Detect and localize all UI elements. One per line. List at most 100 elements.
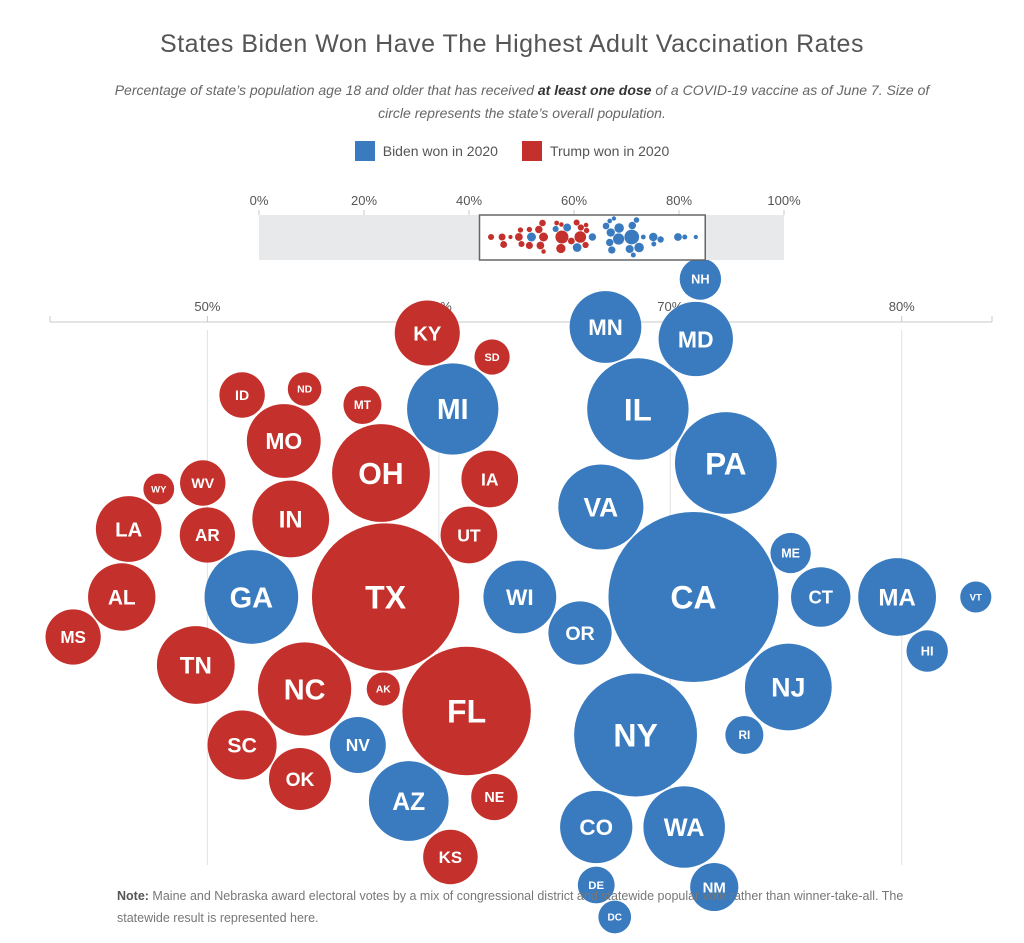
state-label-tn: TN xyxy=(180,653,212,680)
state-label-ut: UT xyxy=(457,525,481,545)
state-label-or: OR xyxy=(565,623,594,645)
state-label-ky: KY xyxy=(413,323,442,345)
state-bubble-ky xyxy=(394,300,460,366)
overview-dot-ak xyxy=(559,222,564,227)
state-label-nh: NH xyxy=(691,272,709,287)
overview-dot-ri xyxy=(640,234,646,240)
subtitle-part1: Percentage of state’s population age 18 … xyxy=(114,82,538,98)
note-label: Note: xyxy=(117,889,149,903)
state-bubble-ia xyxy=(461,450,519,508)
overview-dot-wi xyxy=(588,233,597,241)
state-bubble-wi xyxy=(483,560,557,634)
state-bubble-or xyxy=(548,601,612,665)
state-bubble-ny xyxy=(574,673,698,797)
bubble-group: CA TX FL NY PA IL OH GA NC MI NJ VA WA AZ MA TN IN MD MO WI… xyxy=(45,258,992,934)
overview-tick-label: 80% xyxy=(666,193,692,208)
state-bubble-sc xyxy=(207,710,277,780)
overview-dot-mi xyxy=(572,243,582,252)
state-bubble-dc xyxy=(598,900,632,934)
state-label-ak: AK xyxy=(376,685,391,696)
overview-dot-group xyxy=(488,216,698,258)
state-label-wy: WY xyxy=(151,484,167,495)
overview-dot-oh xyxy=(556,243,566,254)
state-bubble-pa xyxy=(674,412,777,514)
overview-dot-md xyxy=(628,221,637,230)
state-bubble-nc xyxy=(257,642,352,736)
overview-dot-in xyxy=(536,241,545,250)
overview-dot-il xyxy=(614,223,624,233)
overview-dot-sc xyxy=(525,241,533,250)
state-label-ri: RI xyxy=(738,728,750,742)
subtitle-part2: of a COVID-19 vaccine as of June 7. Size… xyxy=(378,82,930,121)
overview-dot-tx xyxy=(555,230,569,244)
state-label-sd: SD xyxy=(484,352,499,364)
state-bubble-ms xyxy=(45,609,101,665)
state-bubble-nj xyxy=(744,643,832,731)
state-label-ny: NY xyxy=(613,718,657,754)
overview-dot-nm xyxy=(633,217,640,223)
overview-dot-id xyxy=(526,226,533,233)
state-label-dc: DC xyxy=(607,913,622,924)
overview-dot-vt xyxy=(693,234,698,240)
state-label-vt: VT xyxy=(970,592,982,603)
state-bubble-wy xyxy=(143,473,175,505)
overview-dot-ct xyxy=(657,236,664,243)
overview-dot-mn xyxy=(608,246,616,254)
overview-dot-ia xyxy=(582,241,589,249)
state-bubble-ks xyxy=(423,829,478,885)
overview-dot-pa xyxy=(634,242,644,253)
state-label-wv: WV xyxy=(191,475,214,491)
state-label-me: ME xyxy=(781,547,800,561)
state-bubble-nv xyxy=(329,717,386,773)
overview-dot-ks xyxy=(573,219,580,226)
state-label-ks: KS xyxy=(439,848,462,867)
overview-dot-ga xyxy=(526,232,536,242)
state-bubble-oh xyxy=(332,424,430,522)
state-bubble-ne xyxy=(471,773,518,821)
state-bubble-az xyxy=(368,761,449,841)
overview-dot-wa xyxy=(625,244,634,254)
state-bubble-mn xyxy=(569,291,642,363)
overview-dot-al xyxy=(498,233,506,241)
state-bubble-mo xyxy=(246,404,321,478)
overview-dot-nv xyxy=(552,225,559,233)
overview-tick-label: 0% xyxy=(250,193,269,208)
state-bubble-hi xyxy=(906,630,948,672)
state-bubble-ga xyxy=(204,550,299,644)
overview-dot-de xyxy=(607,218,613,224)
legend-item-biden: Biden won in 2020 xyxy=(354,141,498,161)
state-label-la: LA xyxy=(115,519,142,541)
state-bubble-de xyxy=(577,866,615,904)
chart-note: Note: Maine and Nebraska award electoral… xyxy=(117,885,917,929)
legend-swatch-biden xyxy=(354,141,375,161)
overview-dot-ok xyxy=(539,219,546,227)
overview-dot-ny xyxy=(613,233,625,245)
state-label-ne: NE xyxy=(484,790,504,806)
state-label-oh: OH xyxy=(358,458,403,491)
state-label-ca: CA xyxy=(670,580,716,616)
state-bubble-co xyxy=(560,790,633,864)
state-label-co: CO xyxy=(579,815,613,840)
state-label-tx: TX xyxy=(365,580,407,616)
state-label-ct: CT xyxy=(808,587,833,608)
state-bubble-il xyxy=(587,358,689,460)
state-bubble-al xyxy=(88,563,156,631)
overview-dot-mt xyxy=(554,220,560,226)
overview-dot-ky xyxy=(567,237,575,245)
overview-dot-or xyxy=(602,222,610,230)
state-label-mi: MI xyxy=(437,393,468,425)
state-label-mn: MN xyxy=(588,315,623,340)
state-bubble-ma xyxy=(858,558,937,636)
state-label-hi: HI xyxy=(921,644,934,659)
overview-dot-mo xyxy=(535,225,543,234)
state-label-md: MD xyxy=(678,326,714,352)
overview-dot-wv xyxy=(517,227,524,233)
state-bubble-ak xyxy=(366,672,400,706)
overview-dot-va xyxy=(606,228,615,237)
state-label-id: ID xyxy=(235,387,249,403)
state-bubble-in xyxy=(252,480,330,558)
state-label-wi: WI xyxy=(506,585,534,610)
state-bubble-ca xyxy=(608,512,779,682)
state-bubble-ct xyxy=(791,567,851,627)
overview-dot-ma xyxy=(674,233,682,241)
